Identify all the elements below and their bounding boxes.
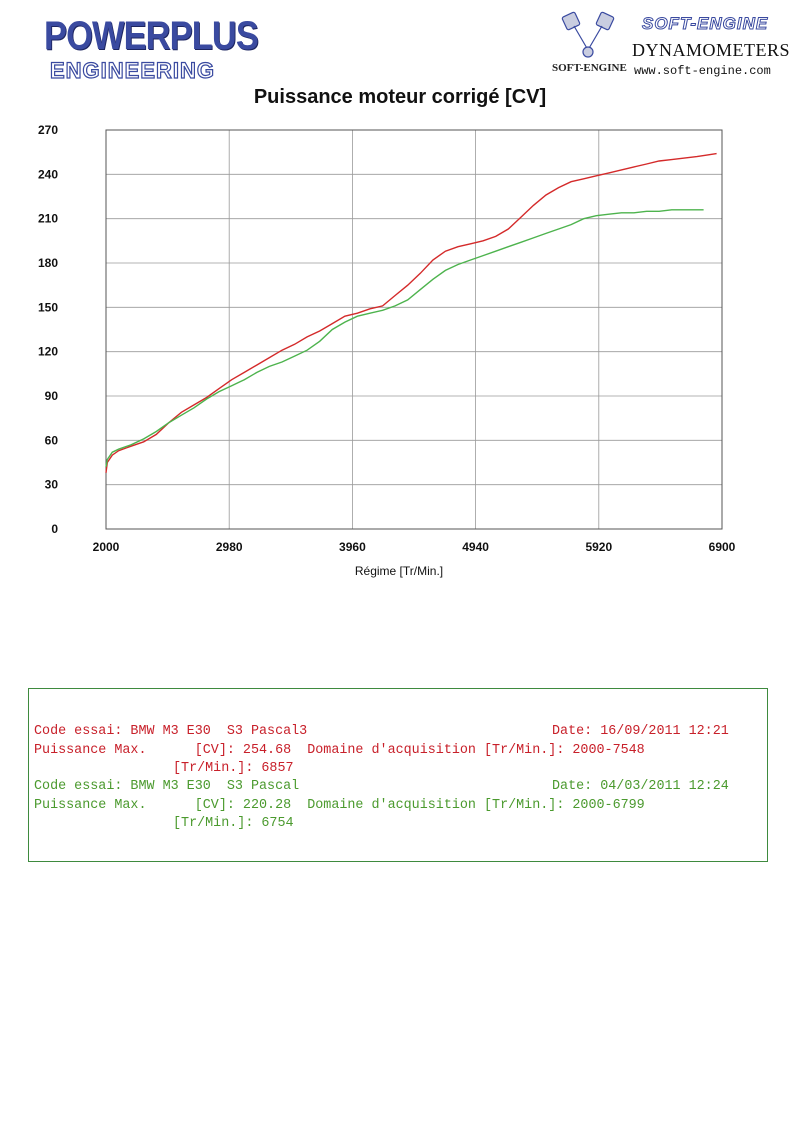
x-axis-label: Régime [Tr/Min.] — [355, 564, 443, 578]
power-chart: 270 240 210 180 150 120 90 60 30 0 2000 2980 3960 494… — [38, 123, 736, 578]
brand-name: SOFT-ENGINE — [641, 14, 769, 34]
x-tick-label: 4940 — [462, 540, 489, 554]
y-tick-label: 150 — [38, 300, 58, 314]
run1-max-power: Puissance Max. [CV]: 254.68 Domaine d'ac… — [34, 743, 645, 758]
x-tick-label: 6900 — [709, 540, 736, 554]
run2-max-power: Puissance Max. [CV]: 220.28 Domaine d'ac… — [34, 798, 645, 813]
soft-engine-logo: SOFT-ENGINE DYNAMOMETERS SOFT-ENGINE www… — [540, 10, 790, 90]
y-tick-label: 240 — [38, 167, 58, 181]
x-tick-label: 2980 — [216, 540, 243, 554]
run2-code: Code essai: BMW M3 E30 S3 Pascal — [34, 779, 300, 794]
y-tick-label: 270 — [38, 123, 58, 137]
plot-frame — [105, 129, 723, 530]
dynamometers-label: DYNAMOMETERS — [632, 40, 791, 60]
y-tick-label: 210 — [38, 212, 58, 226]
website-url: www.soft-engine.com — [634, 64, 771, 78]
small-logo-text: SOFT-ENGINE — [552, 62, 627, 74]
y-tick-label: 60 — [45, 433, 59, 447]
series-line-2 — [105, 209, 704, 468]
x-tick-label: 3960 — [339, 540, 366, 554]
powerplus-logo: POWERPLUS ENGINEERING — [40, 14, 259, 84]
test-info-box: Code essai: BMW M3 E30 S3 Pascal3 Date: … — [28, 688, 768, 862]
run1-max-rpm: [Tr/Min.]: 6857 — [173, 761, 294, 776]
pistons-icon — [561, 11, 615, 58]
y-tick-label: 30 — [45, 478, 59, 492]
run2-max-rpm: [Tr/Min.]: 6754 — [173, 816, 294, 831]
x-tick-label: 2000 — [93, 540, 120, 554]
series-line-1 — [105, 152, 717, 473]
y-tick-label: 0 — [51, 522, 58, 536]
x-tick-label: 5920 — [585, 540, 612, 554]
chart-title: Puissance moteur corrigé [CV] — [253, 86, 547, 108]
run1-code: Code essai: BMW M3 E30 S3 Pascal3 — [34, 724, 308, 739]
y-tick-label: 120 — [38, 345, 58, 359]
y-tick-label: 180 — [38, 256, 58, 270]
run2-date: Date: 04/03/2011 12:24 — [552, 779, 729, 794]
logo-title: POWERPLUS — [44, 14, 259, 58]
run1-date: Date: 16/09/2011 12:21 — [552, 724, 729, 739]
y-tick-label: 90 — [45, 389, 59, 403]
logo-subtitle: ENGINEERING — [49, 57, 216, 83]
